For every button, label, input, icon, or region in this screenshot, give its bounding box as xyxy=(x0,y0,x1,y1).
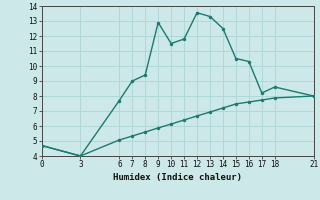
X-axis label: Humidex (Indice chaleur): Humidex (Indice chaleur) xyxy=(113,173,242,182)
